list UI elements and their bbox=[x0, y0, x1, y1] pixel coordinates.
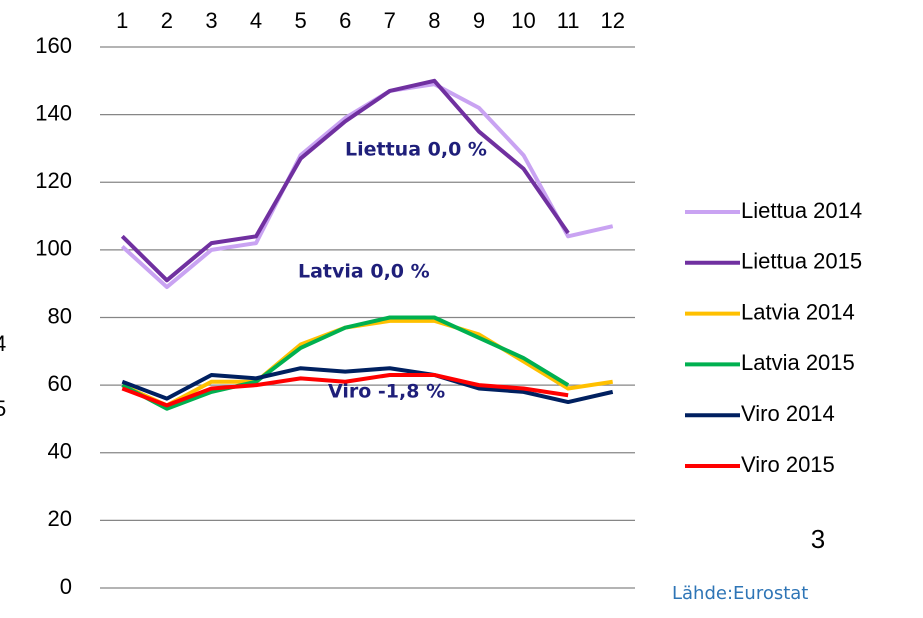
legend-label: Viro 2014 bbox=[741, 401, 835, 426]
legend-label: Liettua 2014 bbox=[741, 198, 862, 223]
y-tick-label: 40 bbox=[48, 439, 72, 464]
legend-label: Liettua 2015 bbox=[741, 249, 862, 274]
series-line bbox=[121, 372, 569, 408]
y-tick-label: 120 bbox=[35, 168, 72, 193]
x-tick-label: 2 bbox=[161, 8, 173, 33]
series-line bbox=[121, 366, 614, 405]
x-tick-label: 3 bbox=[205, 8, 217, 33]
x-tick-label: 12 bbox=[600, 8, 624, 33]
y-tick-label: 80 bbox=[48, 303, 72, 328]
y-tick-label: 100 bbox=[35, 236, 72, 261]
legend-label: Latvia 2014 bbox=[741, 299, 855, 324]
y-tick-label: 20 bbox=[48, 506, 72, 531]
edge-label: 5 bbox=[0, 396, 6, 421]
y-tick-label: 0 bbox=[60, 574, 72, 599]
series-line bbox=[120, 78, 570, 283]
x-tick-label: 6 bbox=[339, 8, 351, 33]
x-tick-label: 7 bbox=[384, 8, 396, 33]
y-tick-label: 140 bbox=[35, 100, 72, 125]
legend-label: Viro 2015 bbox=[741, 452, 835, 477]
x-tick-label: 11 bbox=[557, 8, 580, 33]
annotation: Latvia 0,0 % bbox=[298, 261, 430, 283]
source: Lähde:Eurostat bbox=[672, 583, 808, 604]
x-tick-label: 9 bbox=[473, 8, 485, 33]
x-tick-label: 8 bbox=[428, 8, 440, 33]
x-tick-label: 5 bbox=[295, 8, 307, 33]
series-line bbox=[121, 315, 570, 411]
legend-label: Latvia 2015 bbox=[741, 350, 855, 375]
x-tick-label: 10 bbox=[511, 8, 535, 33]
y-tick-label: 160 bbox=[35, 33, 72, 58]
annotation: Viro -1,8 % bbox=[328, 381, 445, 403]
edge-label: 4 bbox=[0, 331, 6, 356]
x-tick-label: 4 bbox=[250, 8, 262, 33]
annotation: Liettua 0,0 % bbox=[345, 139, 487, 161]
x-tick-label: 1 bbox=[116, 8, 128, 33]
page-number: 3 bbox=[811, 524, 825, 554]
y-tick-label: 60 bbox=[48, 371, 72, 396]
